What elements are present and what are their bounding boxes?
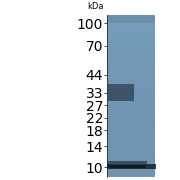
Text: kDa: kDa — [87, 2, 104, 11]
Bar — [107, 164, 156, 169]
Bar — [107, 84, 134, 101]
Bar — [107, 161, 147, 165]
Bar — [121, 165, 146, 168]
Bar — [107, 165, 131, 168]
